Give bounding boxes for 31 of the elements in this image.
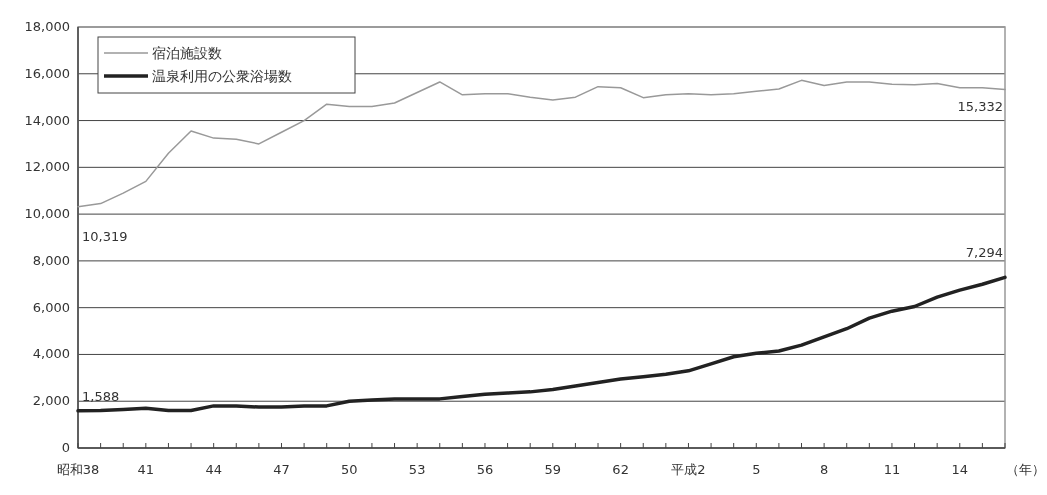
value-label: 15,332 [957,99,1003,115]
xtick: 53 [408,462,426,477]
xtick: 14 [951,462,969,477]
legend-label: 温泉利用の公衆浴場数 [152,68,292,84]
ytick: 8,000 [32,252,70,268]
xtick: 昭和38 [56,462,100,477]
ytick: 12,000 [24,159,70,175]
xtick: 5 [752,462,761,477]
xtick: 56 [476,462,494,477]
value-label: 10,319 [82,228,128,244]
value-label: 7,294 [965,245,1003,261]
xtick: 8 [820,462,829,477]
value-label: 1,588 [82,388,120,404]
ytick: 16,000 [24,65,70,81]
ytick: 14,000 [24,112,70,128]
ytick: 2,000 [32,393,70,409]
ytick: 6,000 [32,299,70,315]
xtick: 11 [883,462,901,477]
ytick: 4,000 [32,346,70,362]
legend-label: 宿泊施設数 [152,45,222,61]
xtick: 50 [341,462,358,477]
xtick: 44 [205,462,222,477]
xlabel: （年） [1006,462,1045,477]
xtick: 59 [544,462,562,477]
xtick: 62 [612,462,629,477]
xtick: 41 [137,462,155,477]
xtick: 47 [273,462,290,477]
xtick: 平成2 [671,462,706,477]
ytick: 0 [61,440,70,455]
ytick: 10,000 [24,206,70,222]
ytick: 18,000 [24,19,70,34]
